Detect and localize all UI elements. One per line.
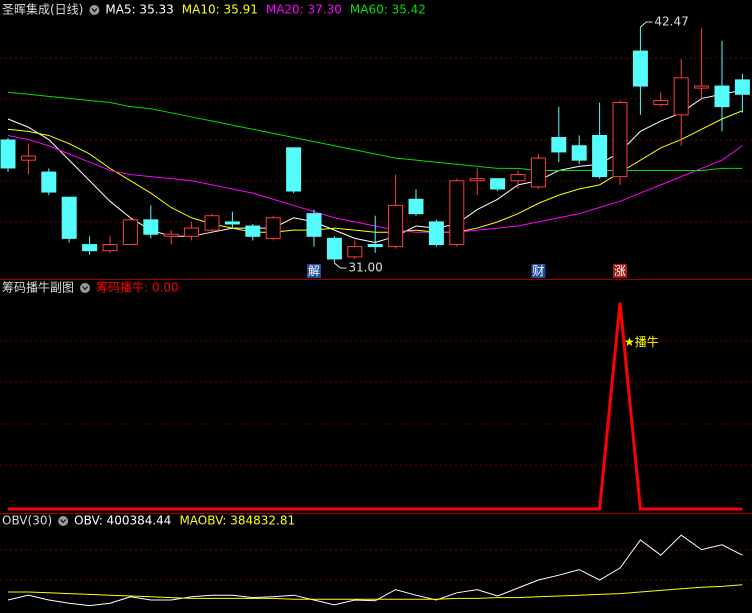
candle-body (653, 99, 669, 106)
candle-body (265, 217, 281, 239)
candle-body (347, 246, 363, 258)
candle-body (82, 244, 98, 252)
series-line (7, 534, 743, 607)
collapse-chevron (91, 8, 98, 13)
candle-body (612, 102, 628, 178)
candle-body (734, 79, 750, 95)
candle-body (20, 155, 36, 161)
candle-body (510, 174, 526, 182)
annotation-label: 42.47 (654, 14, 688, 28)
collapse-icon[interactable] (58, 516, 69, 526)
candle-body (224, 221, 240, 225)
event-badge[interactable] (307, 264, 321, 278)
series-line (8, 302, 743, 511)
event-badge[interactable] (613, 264, 627, 278)
candle-body (41, 171, 57, 193)
candle-body (367, 244, 383, 248)
candle-body (143, 219, 159, 235)
candle-body (632, 50, 648, 87)
panel-title: OBV(30) (2, 514, 52, 528)
candle-body (714, 85, 730, 108)
candle-body (204, 215, 220, 231)
collapse-icon[interactable] (89, 5, 100, 15)
annotation-label: 31.00 (348, 261, 382, 275)
candle-body (122, 219, 138, 246)
collapse-chevron (82, 286, 88, 291)
panel-title: 筹码播牛副图 (2, 280, 74, 295)
candle-body (102, 244, 118, 252)
annotation-arrow (640, 21, 653, 28)
series-line (8, 584, 743, 600)
collapse-icon[interactable] (80, 283, 91, 293)
legend-entry: MA5: 35.33 (105, 3, 173, 17)
legend-entry: MA20: 37.30 (266, 3, 342, 17)
collapse-chevron (60, 519, 67, 524)
grid (0, 57, 752, 581)
candle-body (61, 196, 77, 239)
candle-body (694, 85, 710, 89)
candle-body (592, 134, 608, 178)
candle-body (490, 178, 506, 190)
legend-entry: MA10: 35.91 (182, 3, 258, 17)
candle-body (306, 213, 322, 237)
legend-entry: MA60: 35.42 (350, 3, 426, 17)
candle-body (286, 147, 302, 192)
legend-entry: MAOBV: 384832.81 (179, 514, 295, 528)
event-label: 解 (308, 264, 320, 278)
candle-body (0, 139, 16, 169)
candle-body (163, 233, 179, 237)
candle-body (469, 178, 485, 182)
candle-body (428, 221, 444, 246)
candle-body (388, 204, 404, 248)
event-label: 财 (532, 264, 544, 278)
legend-entry: OBV: 400384.44 (74, 514, 171, 528)
candle-body (530, 157, 546, 188)
event-label: 涨 (614, 263, 626, 278)
candle-body (245, 225, 261, 237)
candle-body (673, 77, 689, 116)
candle-body (449, 180, 465, 246)
candle-body (408, 198, 424, 215)
annotation-label: ★播牛 (624, 334, 659, 349)
legend-entry: 筹码播牛: 0.00 (96, 280, 179, 295)
candle-body (326, 237, 342, 260)
event-badge[interactable] (531, 264, 546, 278)
candle-body (571, 145, 587, 161)
annotation-arrow (334, 262, 347, 269)
candle-body (184, 227, 200, 237)
candle-body (551, 137, 567, 153)
panel-title: 圣晖集成(日线) (2, 2, 83, 17)
